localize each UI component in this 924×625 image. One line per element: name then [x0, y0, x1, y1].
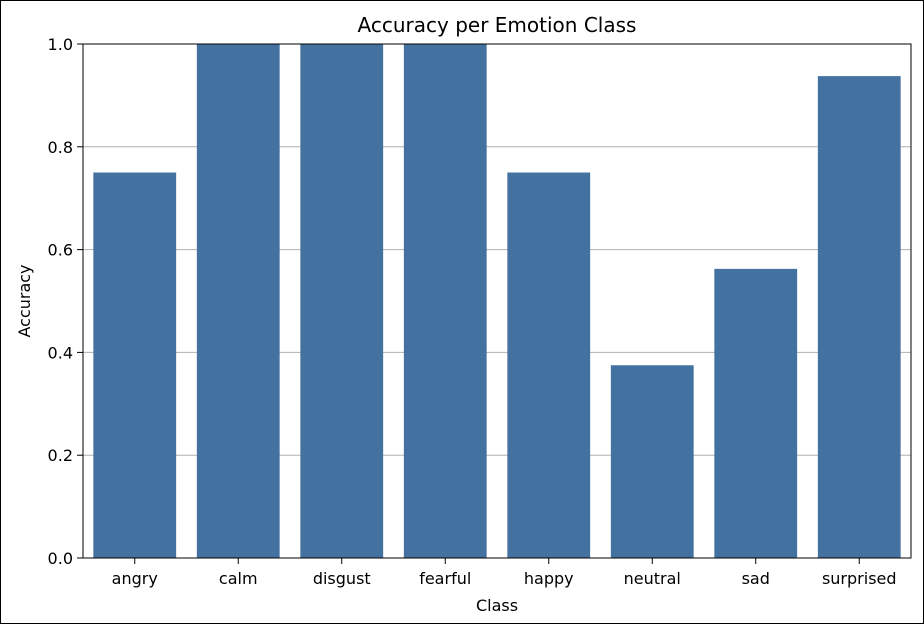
x-tick-label: neutral [624, 569, 681, 588]
bar-happy [507, 172, 591, 558]
axes [77, 43, 912, 564]
bar-sad [714, 268, 798, 558]
y-tick-label: 0.8 [48, 138, 73, 157]
bar-angry [93, 172, 177, 558]
y-tick-label: 0.0 [48, 549, 73, 568]
x-tick-label: fearful [419, 569, 471, 588]
x-tick-label: surprised [822, 569, 897, 588]
bar-surprised [817, 76, 901, 558]
y-tick-label: 1.0 [48, 35, 73, 54]
tick-labels: 0.0 0.2 0.4 0.6 0.8 1.0 angry calm disgust fearfu… [48, 35, 897, 588]
bars [93, 44, 901, 558]
x-axis-label: Class [476, 596, 518, 615]
y-tick-label: 0.4 [48, 343, 73, 362]
x-tick-label: angry [112, 569, 158, 588]
y-tick-label: 0.2 [48, 446, 73, 465]
x-tick-label: calm [219, 569, 258, 588]
bar-disgust [300, 44, 384, 558]
chart-title: Accuracy per Emotion Class [358, 13, 637, 37]
x-tick-label: sad [742, 569, 770, 588]
y-tick-label: 0.6 [48, 241, 73, 260]
bar-fearful [403, 44, 487, 558]
y-axis-label: Accuracy [15, 264, 34, 337]
plot-frame [82, 43, 912, 559]
bar-neutral [610, 365, 694, 558]
x-tick-label: disgust [313, 569, 371, 588]
x-tick-label: happy [524, 569, 574, 588]
bar-calm [196, 44, 280, 558]
